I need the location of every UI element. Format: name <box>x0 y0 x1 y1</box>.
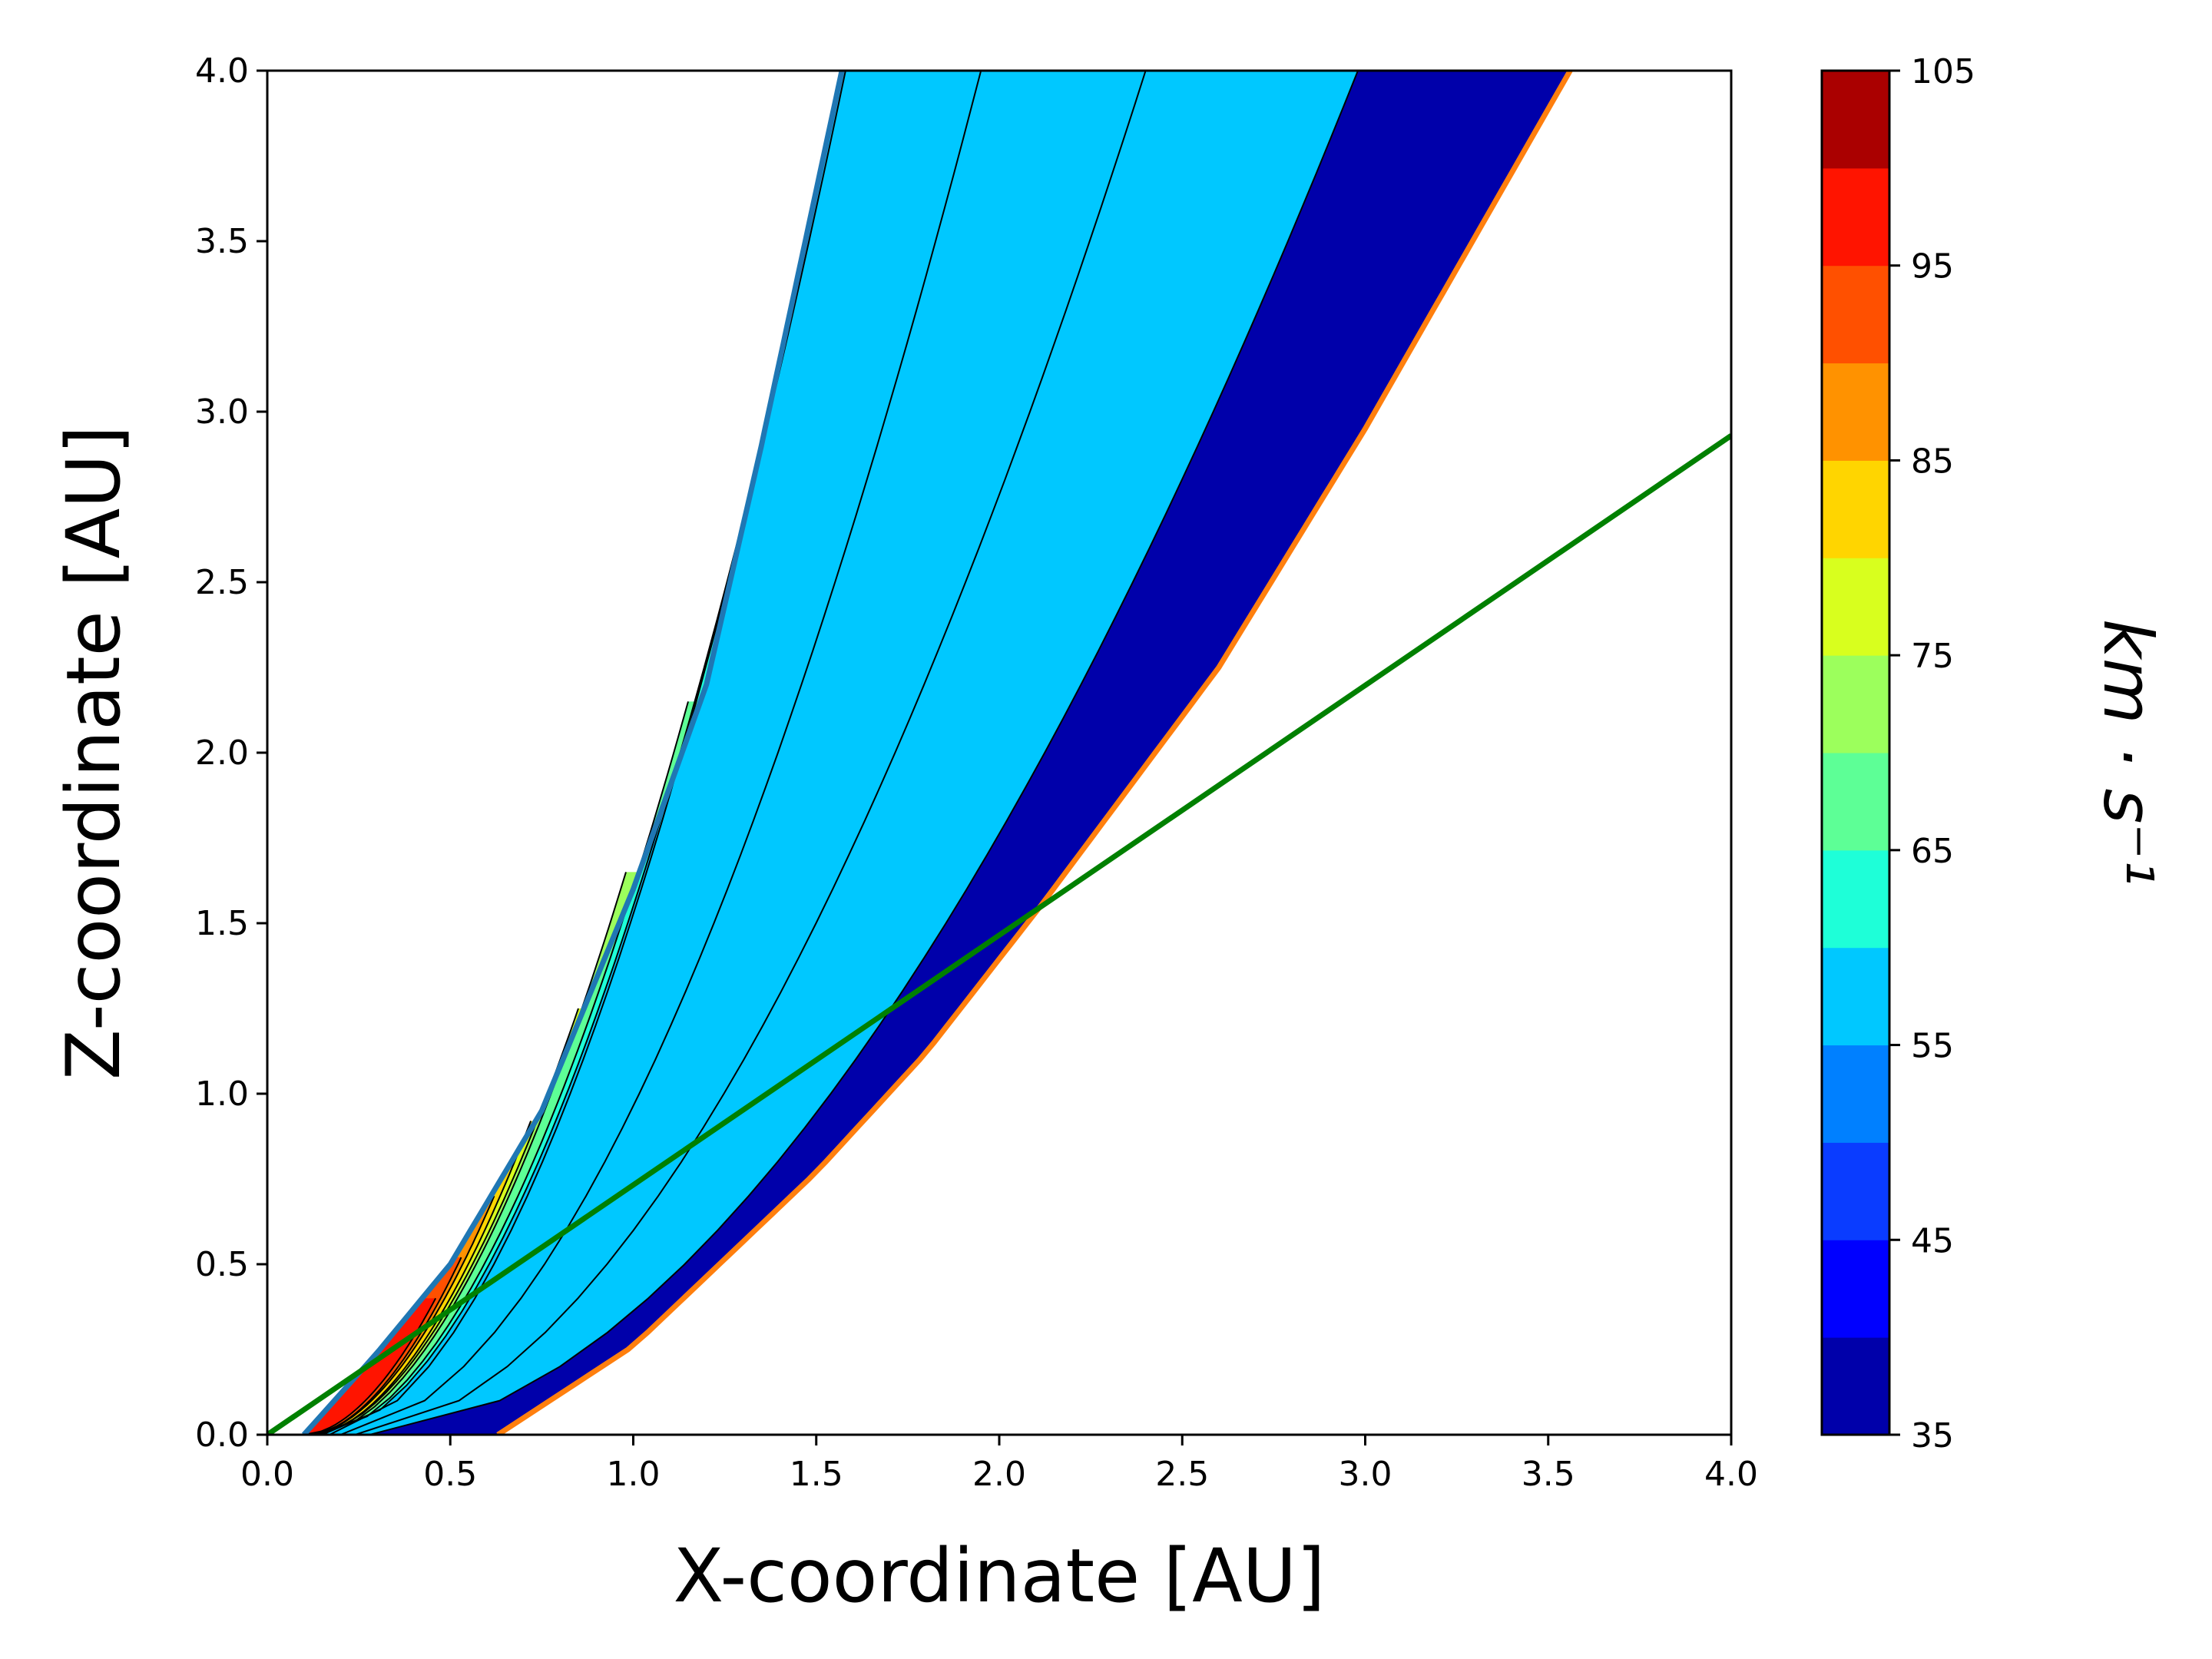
y-tick-label: 3.0 <box>195 392 249 432</box>
contour-line-11 <box>303 1297 437 1435</box>
colorbar-segment <box>1822 753 1889 851</box>
reference-line <box>267 433 1731 1435</box>
x-tick-label: 3.0 <box>1339 1455 1392 1494</box>
y-tick-label: 2.0 <box>195 733 249 773</box>
colorbar-tick-label: 85 <box>1911 442 1954 481</box>
colorbar-tick-label: 45 <box>1911 1221 1954 1260</box>
colorbar-tick-label: 65 <box>1911 832 1954 871</box>
colorbar-segment <box>1822 460 1889 558</box>
colorbar-segment <box>1822 1045 1889 1143</box>
y-tick-label: 3.5 <box>195 222 249 261</box>
x-tick-label: 3.5 <box>1522 1455 1575 1494</box>
y-tick-label: 0.0 <box>195 1416 249 1455</box>
contour-line-8 <box>310 1121 532 1435</box>
outer-boundary-curve <box>496 71 1573 1435</box>
contour-lines <box>303 71 1359 1435</box>
boundary-curves <box>301 71 1573 1435</box>
x-tick-label: 4.0 <box>1704 1455 1758 1494</box>
colorbar-tick-label: 105 <box>1911 52 1975 91</box>
y-tick-label: 2.5 <box>195 563 249 602</box>
inner-boundary-curve <box>301 71 845 1435</box>
x-axis: 0.0 0.5 1.0 1.5 2.0 2.5 3.0 3.5 4.0 <box>240 1435 1758 1494</box>
colorbar-segment <box>1822 947 1889 1046</box>
contour-line-4 <box>322 445 763 1435</box>
x-tick-label: 2.5 <box>1155 1455 1209 1494</box>
x-tick-label: 1.0 <box>607 1455 661 1494</box>
contour-line-5 <box>318 701 689 1435</box>
colorbar-title: km · s⁻¹ <box>2088 619 2167 886</box>
x-axis-title: X-coordinate [AU] <box>674 1533 1326 1619</box>
colorbar-segment <box>1822 849 1889 949</box>
contour-line-3 <box>369 71 1359 1435</box>
contour-line-2 <box>355 71 1147 1435</box>
colorbar-frame <box>1820 69 1891 1436</box>
colorbar-segment <box>1822 1240 1889 1338</box>
plot-area <box>267 71 1731 1435</box>
y-tick-label: 0.5 <box>195 1245 249 1284</box>
colorbar-segment <box>1822 655 1889 753</box>
contour-line-10 <box>307 1257 462 1435</box>
contour-line-1 <box>339 71 982 1435</box>
colorbar-tick-label: 75 <box>1911 637 1954 676</box>
y-tick-label: 1.5 <box>195 904 249 943</box>
colorbar-segment <box>1822 363 1889 461</box>
y-axis-title: Z-coordinate [AU] <box>51 426 137 1080</box>
colorbar-tick-label: 55 <box>1911 1027 1954 1066</box>
x-tick-label: 0.5 <box>423 1455 477 1494</box>
colorbar-segment <box>1822 265 1889 364</box>
x-tick-label: 1.5 <box>790 1455 843 1494</box>
colorbar-segment <box>1822 558 1889 656</box>
contour-line-6 <box>314 872 627 1435</box>
x-tick-label: 2.0 <box>972 1455 1026 1494</box>
x-tick-label: 0.0 <box>240 1455 294 1494</box>
colorbar-segment <box>1822 1337 1889 1435</box>
colorbar-tick-label: 35 <box>1911 1416 1954 1455</box>
colorbar-segment <box>1822 71 1889 169</box>
y-tick-label: 4.0 <box>195 51 249 91</box>
colorbar-segment <box>1822 167 1889 267</box>
colorbar: 35 45 55 65 75 85 95 105 <box>1820 52 1975 1455</box>
colorbar-segment <box>1822 1142 1889 1240</box>
y-axis: 0.0 0.5 1.0 1.5 2.0 2.5 3.0 3.5 4.0 <box>195 51 267 1455</box>
contour-line-9 <box>307 1195 495 1435</box>
y-tick-label: 1.0 <box>195 1075 249 1114</box>
colorbar-tick-label: 95 <box>1911 247 1954 286</box>
